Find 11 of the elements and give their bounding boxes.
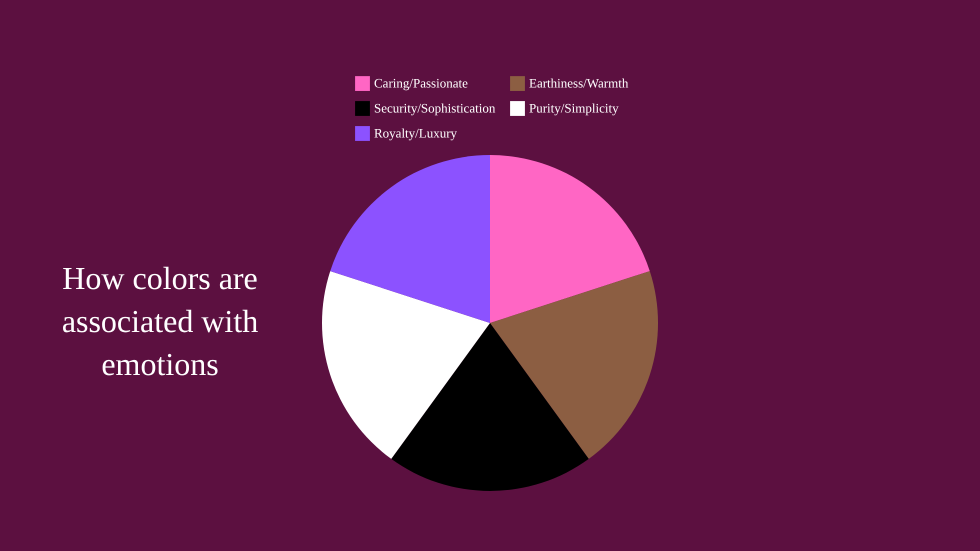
legend-label: Royalty/Luxury <box>374 126 458 140</box>
legend-label: Security/Sophistication <box>374 100 496 116</box>
pie-slice <box>490 155 650 323</box>
text: How colors are associated with emotions <box>62 260 258 382</box>
legend-label: Earthiness/Warmth <box>529 76 629 91</box>
legend-label: Purity/Simplicity <box>529 100 620 116</box>
pie-slice <box>330 155 490 323</box>
pie-slice <box>322 271 490 459</box>
pie-slice <box>391 323 589 491</box>
pie-slice <box>490 271 658 459</box>
legend-label: Caring/Passionate <box>374 76 468 91</box>
